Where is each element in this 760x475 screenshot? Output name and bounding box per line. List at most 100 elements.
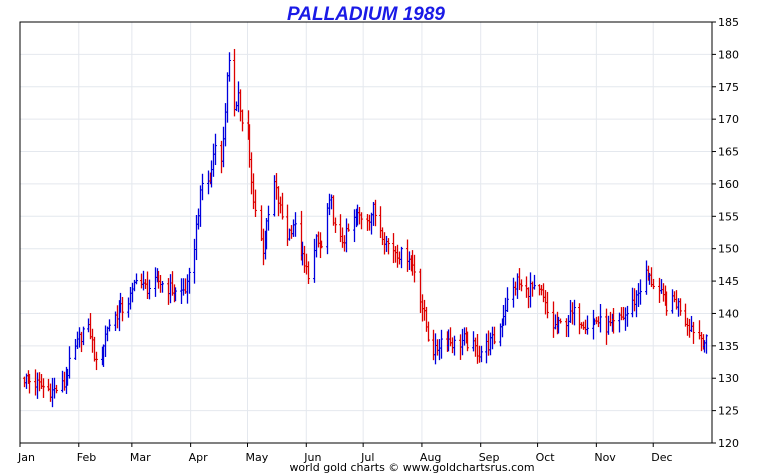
price-bar [624,307,627,331]
price-bar [609,311,612,327]
price-bar [345,218,348,253]
price-bar [171,271,174,296]
x-tick-label: Dec [651,451,672,464]
price-bar [512,277,515,308]
price-bar [116,305,119,329]
x-tick-label: Apr [189,451,209,464]
price-bar [586,315,589,335]
y-tick-label: 165 [718,146,739,159]
price-bar [262,228,265,266]
price-bar [372,201,375,226]
price-bar [36,372,39,399]
price-bar [260,205,263,242]
plot-frame [19,21,713,444]
price-bar [472,331,475,352]
price-bar [148,279,151,300]
price-bar [688,318,691,338]
price-bar [554,314,557,330]
price-bar [582,321,585,330]
y-tick-label: 120 [718,437,739,450]
x-tick-label: Oct [536,451,556,464]
y-tick-label: 160 [718,178,739,191]
chart-footer: world gold charts © www.goldchartsrus.co… [289,461,534,474]
price-bar [61,370,64,393]
price-bar [108,319,111,332]
price-bar [135,273,138,285]
y-axis: 120 125 130 135 140 145 150 155 160 165 170 175 180 1… [712,16,739,450]
price-bar [408,251,411,271]
y-tick-label: 130 [718,372,739,385]
price-bar [692,321,695,344]
price-bar [95,351,98,371]
x-tick-label: Nov [594,451,616,464]
x-tick-label: Feb [77,451,96,464]
price-bar [546,291,549,319]
price-bar [195,215,198,261]
price-bar [633,288,636,312]
price-bar [127,297,130,318]
price-bar [584,319,587,335]
price-bar [453,335,456,356]
price-bar [347,223,350,232]
price-bar [605,308,608,345]
price-bar [28,373,31,394]
y-tick-label: 185 [718,16,739,29]
price-bar [379,206,382,239]
y-tick-label: 150 [718,243,739,256]
price-bar [595,316,598,325]
price-bar [559,318,562,324]
price-bar [82,326,85,346]
price-bar [233,48,236,117]
price-bar [237,81,240,113]
price-bar [406,239,409,272]
price-bar [228,52,231,82]
price-bar [286,204,289,247]
price-bar [353,209,356,243]
price-bar [214,133,217,166]
y-tick-label: 155 [718,210,739,223]
price-bar [612,308,615,334]
price-bar [91,328,94,353]
price-bar [618,312,621,333]
price-bar [489,332,492,356]
price-bar [104,325,107,357]
price-bar [339,214,342,243]
price-bar [531,281,534,297]
price-bar [290,225,293,239]
price-bar [222,126,225,168]
price-bar [201,173,204,201]
price-bar [425,306,428,332]
price-bar [267,205,270,231]
price-bar [250,152,253,195]
price-bar [275,173,278,200]
price-bar [690,315,693,333]
price-bar [665,291,668,316]
x-tick-label: Aug [420,451,441,464]
price-bar [679,298,682,316]
price-bar [167,278,170,305]
price-bar [292,219,295,237]
price-bar [463,327,466,346]
price-bar [161,281,164,293]
price-bar [504,297,507,326]
price-bar [506,287,509,313]
price-bar [480,345,483,363]
price-bar [398,251,401,265]
x-tick-label: Jul [360,451,374,464]
price-bar [241,109,244,132]
price-bar [652,278,655,290]
price-bar [700,332,703,352]
price-bar [567,315,570,338]
price-bar [305,253,308,275]
price-bar [476,333,479,364]
price-bar [400,246,403,269]
price-bar [385,235,388,252]
price-bar [599,303,602,333]
price-bar [328,193,331,216]
price-bar [197,208,200,230]
chart-title: PALLADIUM 1989 [287,4,445,25]
price-bar [542,283,545,303]
price-bar [174,287,177,302]
price-bar [705,334,708,354]
price-bar [74,338,77,360]
